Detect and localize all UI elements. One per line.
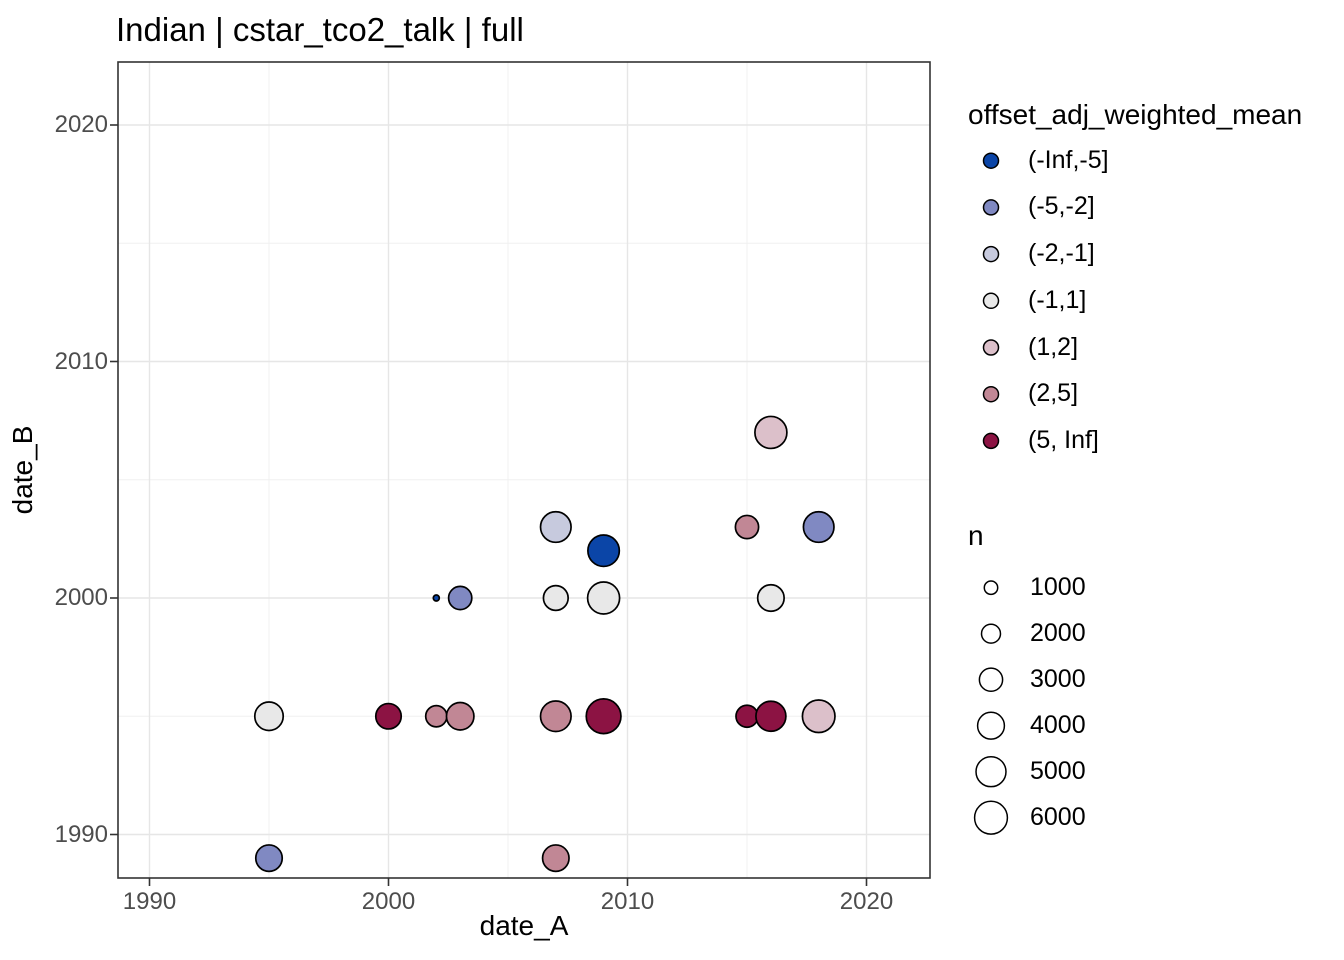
x-tick-label: 1990 <box>122 888 177 915</box>
size-legend-label: 6000 <box>1030 802 1086 831</box>
size-legend-key <box>983 580 999 596</box>
size-legend-key <box>973 800 1009 835</box>
size-legend-title: n <box>968 520 984 551</box>
panel-border <box>117 61 931 879</box>
size-legend-label: 1000 <box>1030 572 1086 601</box>
x-tick-label: 2020 <box>839 888 894 915</box>
data-point <box>541 844 570 873</box>
data-point <box>539 510 572 544</box>
y-tick-label: 2000 <box>54 584 108 611</box>
y-tick-label: 1990 <box>54 820 108 848</box>
data-point <box>802 510 835 544</box>
data-point <box>754 415 788 450</box>
color-legend-key <box>982 385 1000 403</box>
size-legend-label: 4000 <box>1030 710 1086 739</box>
panel-background <box>118 62 930 878</box>
color-legend-label: (2,5] <box>1028 379 1079 408</box>
x-tick-label: 2010 <box>600 888 655 915</box>
color-legend-key <box>982 432 1000 450</box>
data-point <box>542 584 570 612</box>
color-legend-key <box>982 152 1000 169</box>
data-point <box>586 581 621 615</box>
data-point <box>587 534 621 568</box>
data-point <box>755 700 787 733</box>
x-axis-title: date_A <box>479 910 569 941</box>
data-point <box>432 594 441 602</box>
color-legend-key <box>982 339 1000 356</box>
size-legend-label: 5000 <box>1030 756 1086 785</box>
color-legend-label: (-1,1] <box>1028 285 1087 314</box>
data-point <box>735 704 759 729</box>
x-tick-label: 2000 <box>361 888 416 915</box>
y-axis-title: date_B <box>7 425 38 515</box>
plot-title: Indian | cstar_tco2_talk | full <box>116 11 524 48</box>
data-point <box>734 514 760 540</box>
y-tick-label: 2010 <box>54 347 108 375</box>
size-legend-key <box>980 623 1002 644</box>
data-point <box>253 701 285 732</box>
data-point <box>424 704 448 728</box>
color-legend-title: offset_adj_weighted_mean <box>968 99 1303 130</box>
color-legend-label: (-2,-1] <box>1028 239 1095 268</box>
color-legend-key <box>982 292 1000 310</box>
data-point <box>585 698 622 735</box>
size-legend-label: 2000 <box>1030 618 1086 647</box>
color-legend-label: (5, Inf] <box>1028 425 1099 454</box>
data-point <box>374 702 403 730</box>
data-point <box>539 700 572 733</box>
y-tick-label: 2020 <box>54 111 108 138</box>
data-point <box>254 844 284 873</box>
color-legend-label: (-5,-2] <box>1028 192 1095 221</box>
data-point <box>445 701 475 731</box>
size-legend-key <box>975 755 1007 788</box>
color-legend-label: (-Inf,-5] <box>1028 145 1109 174</box>
size-legend-key <box>976 711 1006 740</box>
color-legend-key <box>982 199 1000 216</box>
data-point <box>801 699 836 734</box>
data-point <box>447 585 473 611</box>
size-legend-key <box>978 667 1004 693</box>
size-legend-label: 3000 <box>1030 664 1086 693</box>
data-point <box>756 583 785 613</box>
color-legend-key <box>982 245 1000 263</box>
color-legend-label: (1,2] <box>1028 332 1079 361</box>
